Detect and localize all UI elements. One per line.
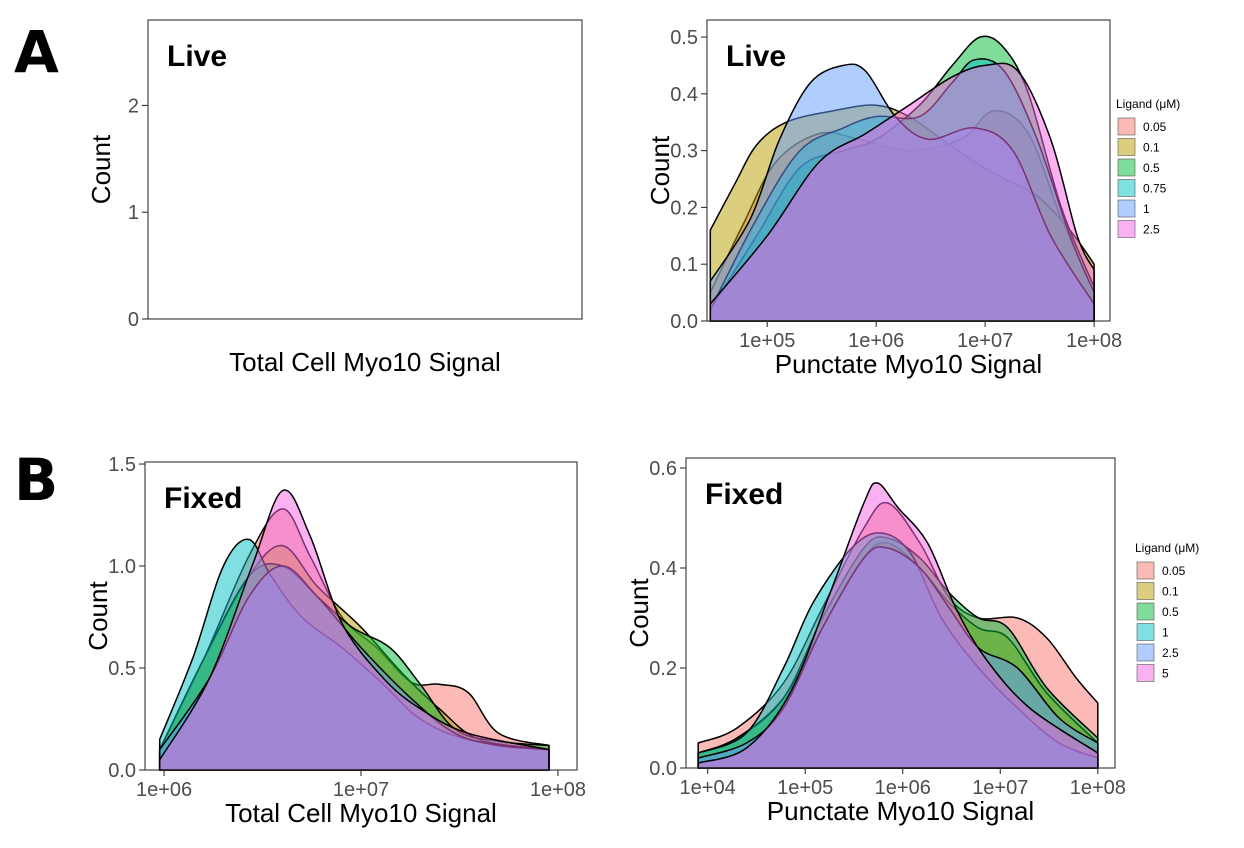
legend-key <box>1117 158 1136 177</box>
legend-label: 0.1 <box>1143 141 1160 155</box>
legend-key <box>1136 561 1155 580</box>
y-tick-label: 1 <box>128 202 139 224</box>
y-tick-label: 0.6 <box>649 458 677 480</box>
density-area-2-5 <box>709 62 1095 322</box>
x-tick-label: 1e+08 <box>530 779 586 801</box>
x-tick-label: 1e+08 <box>1066 330 1122 352</box>
legend-key <box>1136 623 1155 641</box>
density-area-5 <box>158 489 550 771</box>
legend-label: 2.5 <box>1143 223 1160 237</box>
legend-key <box>1117 220 1136 238</box>
legend-fixed: Ligand (μM) 0.05 0.1 0.5 1 2.5 5 <box>1135 541 1199 682</box>
y-axis-title: Count <box>645 135 675 205</box>
legend-label: 1 <box>1162 626 1169 640</box>
density-areas <box>709 35 1095 322</box>
x-axis-title: Punctate Myo10 Signal <box>767 796 1034 826</box>
legend-key <box>1136 602 1155 621</box>
legend-label: 5 <box>1162 667 1169 681</box>
x-tick-label: 1e+06 <box>875 777 931 799</box>
x-tick-label: 1e+06 <box>848 330 904 352</box>
x-tick-label: 1e+05 <box>739 330 795 352</box>
x-tick-label: 1e+08 <box>1070 777 1126 799</box>
legend-key <box>1117 138 1136 156</box>
y-tick-label: 0.0 <box>108 760 136 782</box>
density-areas <box>697 482 1099 769</box>
y-tick-label: 0.3 <box>670 141 698 163</box>
legend-key <box>1136 664 1155 682</box>
legend-key <box>1117 199 1136 218</box>
plot-frame <box>706 19 1111 322</box>
y-tick-label: 0.1 <box>670 254 698 276</box>
x-tick-label: 1e+07 <box>957 330 1013 352</box>
chart-title: Fixed <box>705 478 783 511</box>
density-areas <box>158 489 550 771</box>
y-tick-label: 0.0 <box>670 311 698 333</box>
legend-key <box>1117 179 1136 197</box>
legend-label: 1 <box>1143 202 1150 216</box>
legend-label: 0.05 <box>1143 120 1167 134</box>
y-axis-title: Count <box>83 581 113 651</box>
x-axis-title: Total Cell Myo10 Signal <box>225 798 497 828</box>
legend-label: 0.1 <box>1162 585 1179 599</box>
y-tick-label: 0.5 <box>670 27 698 49</box>
legend-key <box>1136 582 1155 600</box>
y-tick-label: 0.0 <box>649 758 677 780</box>
y-axis-title: Count <box>86 134 116 204</box>
x-axis-title: Punctate Myo10 Signal <box>775 349 1042 379</box>
legend-key <box>1136 643 1155 662</box>
plot-frame <box>685 457 1116 769</box>
x-tick-label: 1e+07 <box>333 779 389 801</box>
y-tick-label: 0.5 <box>108 658 136 680</box>
legend-label: 0.05 <box>1162 564 1186 578</box>
x-tick-label: 1e+04 <box>680 777 736 799</box>
chart-title: Live <box>167 40 227 73</box>
y-tick-label: 0.4 <box>670 84 698 106</box>
chart-fixed-total: 1e+06 1e+07 1e+08 0.0 0.5 1.0 1.5 Total Cell My… <box>83 454 586 828</box>
y-tick-label: 2 <box>128 95 139 117</box>
legend-label: 0.75 <box>1143 182 1167 196</box>
legend-key <box>1117 117 1136 136</box>
x-tick-label: 1e+07 <box>972 777 1028 799</box>
plot-frame <box>147 19 583 320</box>
legend-live: Ligand (μM) 0.05 0.1 0.5 0.75 1 2.5 <box>1116 97 1180 238</box>
y-tick-label: 1.0 <box>108 556 136 578</box>
x-axis-title: Total Cell Myo10 Signal <box>229 347 501 377</box>
y-tick-label: 0.4 <box>649 558 677 580</box>
y-tick-label: 0.2 <box>649 658 677 680</box>
y-tick-label: 1.5 <box>108 454 136 476</box>
y-tick-label: 0.2 <box>670 197 698 219</box>
x-tick-label: 1e+05 <box>777 777 833 799</box>
legend-title: Ligand (μM) <box>1135 541 1199 555</box>
chart-fixed-punctate: 1e+04 1e+05 1e+06 1e+07 1e+08 0.0 0.2 0.4 0.6 Pun… <box>624 457 1126 826</box>
y-axis-title: Count <box>624 578 654 648</box>
y-tick-label: 0 <box>128 309 139 331</box>
panel-letter-b: B <box>14 446 58 514</box>
panel-letter-a: A <box>14 18 59 86</box>
legend-label: 2.5 <box>1162 646 1179 660</box>
chart-title: Fixed <box>164 482 242 515</box>
legend-label: 0.5 <box>1143 161 1160 175</box>
legend-title: Ligand (μM) <box>1116 97 1180 111</box>
chart-title: Live <box>726 40 786 73</box>
x-tick-label: 1e+06 <box>136 779 192 801</box>
density-area-5 <box>697 482 1099 769</box>
legend-label: 0.5 <box>1162 605 1179 619</box>
chart-live-punctate: 1e+05 1e+06 1e+07 1e+08 0.0 0.1 0.2 0.3 0.4 0.5 Pu… <box>645 19 1122 379</box>
